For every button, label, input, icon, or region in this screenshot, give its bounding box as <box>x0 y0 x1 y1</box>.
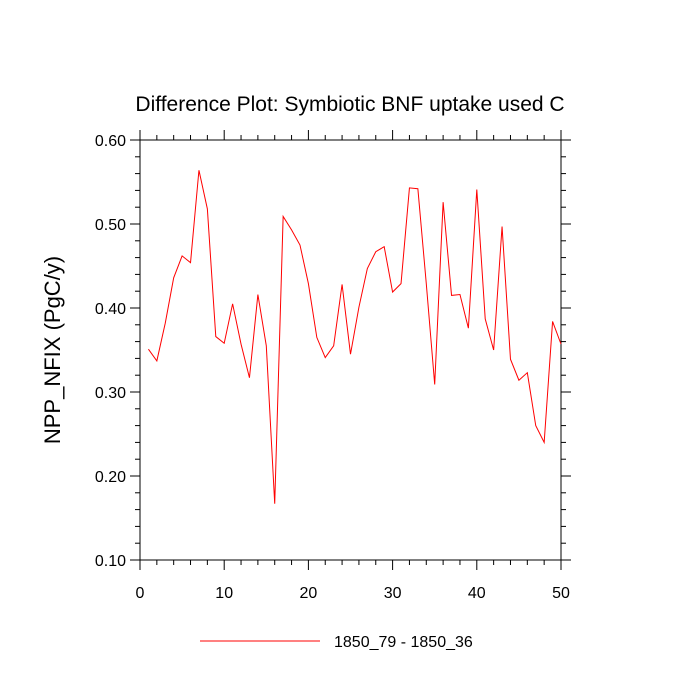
y-tick-label: 0.60 <box>95 133 126 150</box>
series-line <box>148 170 562 504</box>
y-tick-label: 0.40 <box>95 301 126 318</box>
y-tick-label: 0.20 <box>95 469 126 486</box>
y-tick-label: 0.50 <box>95 217 126 234</box>
legend-label: 1850_79 - 1850_36 <box>334 634 473 651</box>
legend: 1850_79 - 1850_36 <box>200 634 473 651</box>
y-tick-label: 0.30 <box>95 385 126 402</box>
chart-title: Difference Plot: Symbiotic BNF uptake us… <box>135 93 564 116</box>
x-tick-label: 50 <box>552 585 570 602</box>
x-tick-label: 0 <box>136 585 145 602</box>
plot-frame <box>139 139 562 561</box>
y-tick-label: 0.10 <box>95 553 126 570</box>
x-tick-label: 20 <box>300 585 318 602</box>
series-layer <box>148 170 562 504</box>
x-tick-label: 30 <box>384 585 402 602</box>
x-tick-label: 40 <box>468 585 486 602</box>
x-tick-label: 10 <box>215 585 233 602</box>
y-axis-ticks: 0.10 0.20 0.30 0.40 0.50 0.60 <box>95 133 571 570</box>
x-axis-ticks: 0 10 20 30 40 50 <box>136 130 570 602</box>
y-axis-label: NPP_NFIX (PgC/y) <box>40 256 65 444</box>
